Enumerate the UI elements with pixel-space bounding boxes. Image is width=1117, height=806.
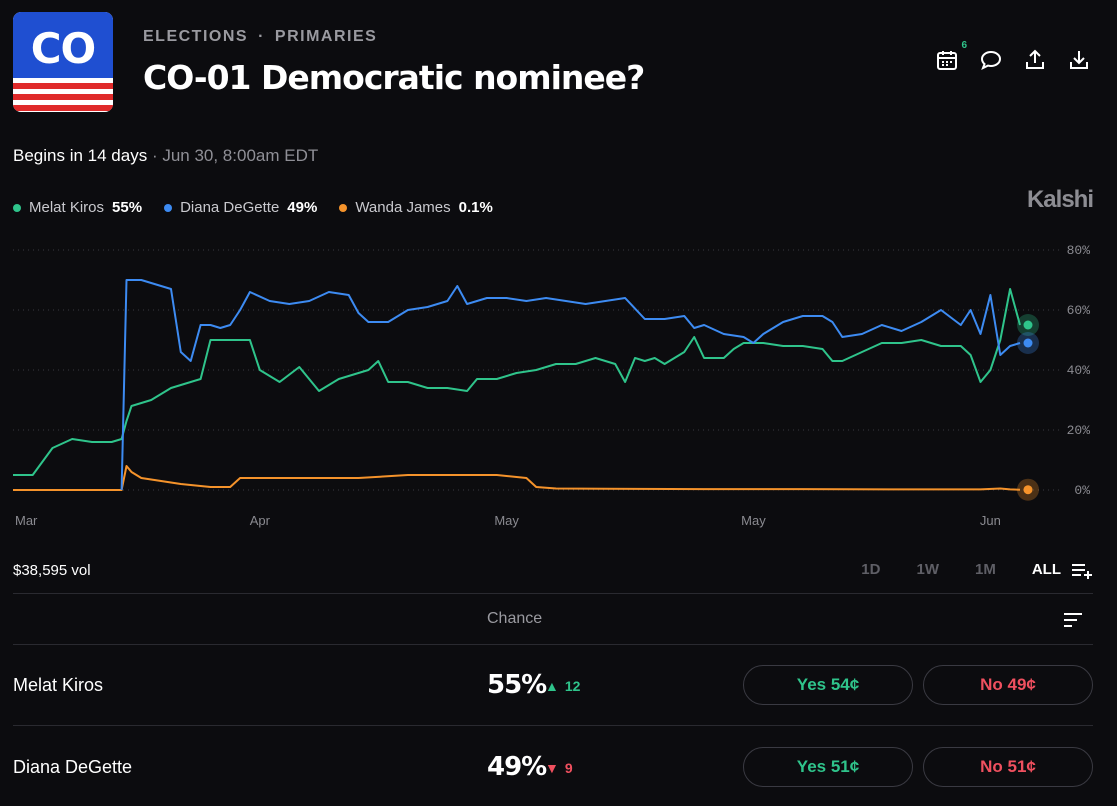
legend-value: 55% [112, 199, 143, 216]
breadcrumb: ELECTIONS · PRIMARIES [143, 28, 377, 46]
change-value: 9 [564, 760, 573, 776]
legend-name: Diana DeGette [180, 199, 280, 216]
logo-stripe [13, 94, 113, 100]
end-marker [1023, 485, 1033, 495]
x-tick-label: Jun [980, 513, 1001, 528]
end-marker [1023, 338, 1033, 348]
divider [13, 593, 1093, 594]
y-tick-label: 60% [1067, 303, 1091, 318]
x-tick-label: Mar [15, 513, 38, 528]
add-filter-icon[interactable] [1071, 562, 1093, 580]
legend-item-diana-degette: Diana DeGette 49% [164, 199, 317, 216]
share-icon[interactable] [1023, 48, 1047, 72]
outcome-chance: 49% [487, 752, 547, 782]
series-line-melat-kiros [13, 288, 1021, 476]
market-begins: Begins in 14 days · Jun 30, 8:00am EDT [13, 146, 318, 166]
outcome-change: ▲ 12 [545, 678, 580, 694]
outcome-name: Melat Kiros [13, 675, 104, 695]
breadcrumb-separator: · [258, 28, 265, 45]
logo-text: CO [30, 24, 97, 73]
legend-dot [339, 203, 348, 212]
legend-dot [164, 203, 173, 212]
legend-dot [13, 203, 21, 212]
outcome-change: ▼ 9 [545, 760, 573, 776]
change-value: 12 [564, 678, 581, 694]
range-all[interactable]: ALL [1031, 561, 1061, 578]
outcome-chance: 55% [487, 670, 547, 700]
triangle-down-icon: ▼ [545, 760, 559, 776]
divider [13, 725, 1093, 726]
range-1m[interactable]: 1M [974, 561, 996, 578]
buy-yes-button[interactable]: Yes 54¢ [743, 665, 913, 705]
buy-yes-button[interactable]: Yes 51¢ [743, 747, 913, 787]
buy-no-button[interactable]: No 49¢ [923, 665, 1093, 705]
triangle-up-icon: ▲ [545, 678, 559, 694]
range-selector: 1D 1W 1M ALL [861, 561, 1061, 578]
divider [13, 644, 1093, 645]
breadcrumb-elections[interactable]: ELECTIONS [143, 28, 249, 45]
calendar-badge: 6 [961, 40, 967, 51]
calendar-icon[interactable]: 6 [935, 40, 967, 72]
legend-name: Wanda James [355, 199, 451, 216]
x-tick-label: May [741, 513, 766, 528]
sort-icon[interactable] [1063, 612, 1083, 628]
y-tick-label: 0% [1074, 483, 1090, 498]
y-tick-label: 80% [1067, 243, 1091, 258]
volume-label: $38,595 vol [13, 562, 91, 579]
legend-item-melat-kiros: Melat Kiros 55% [13, 199, 142, 216]
download-icon[interactable] [1067, 48, 1091, 72]
logo-stripe [13, 83, 113, 89]
x-tick-label: May [494, 513, 519, 528]
chart-legend: Melat Kiros 55% Diana DeGette 49% Wanda … [13, 199, 493, 216]
range-1w[interactable]: 1W [916, 561, 939, 578]
series-line-diana-degette [120, 279, 1021, 491]
outcome-name: Diana DeGette [13, 757, 133, 777]
price-chart[interactable]: 80% 60% 40% 20% 0% Mar Apr May May Jun [0, 240, 1117, 535]
legend-value: 49% [287, 199, 318, 216]
y-tick-label: 40% [1067, 363, 1091, 378]
begins-countdown: Begins in 14 days [13, 146, 148, 165]
x-tick-label: Apr [250, 513, 271, 528]
range-1d[interactable]: 1D [861, 561, 881, 578]
breadcrumb-primaries[interactable]: PRIMARIES [274, 28, 378, 45]
end-marker [1023, 320, 1033, 330]
market-logo: CO [13, 12, 113, 112]
logo-stripe [13, 105, 113, 111]
logo-blue-field [13, 12, 113, 78]
header-actions: 6 [935, 40, 1091, 72]
series-line-wanda-james [13, 465, 1021, 491]
chance-column-header: Chance [487, 610, 543, 627]
begins-date: · Jun 30, 8:00am EDT [151, 146, 319, 165]
legend-item-wanda-james: Wanda James 0.1% [339, 199, 493, 216]
comment-icon[interactable] [979, 48, 1003, 72]
page-title: CO-01 Democratic nominee? [143, 58, 645, 97]
y-tick-label: 20% [1067, 423, 1091, 438]
legend-name: Melat Kiros [29, 199, 105, 216]
legend-value: 0.1% [458, 199, 493, 216]
buy-no-button[interactable]: No 51¢ [923, 747, 1093, 787]
brand-logo: Kalshi [1026, 186, 1094, 213]
